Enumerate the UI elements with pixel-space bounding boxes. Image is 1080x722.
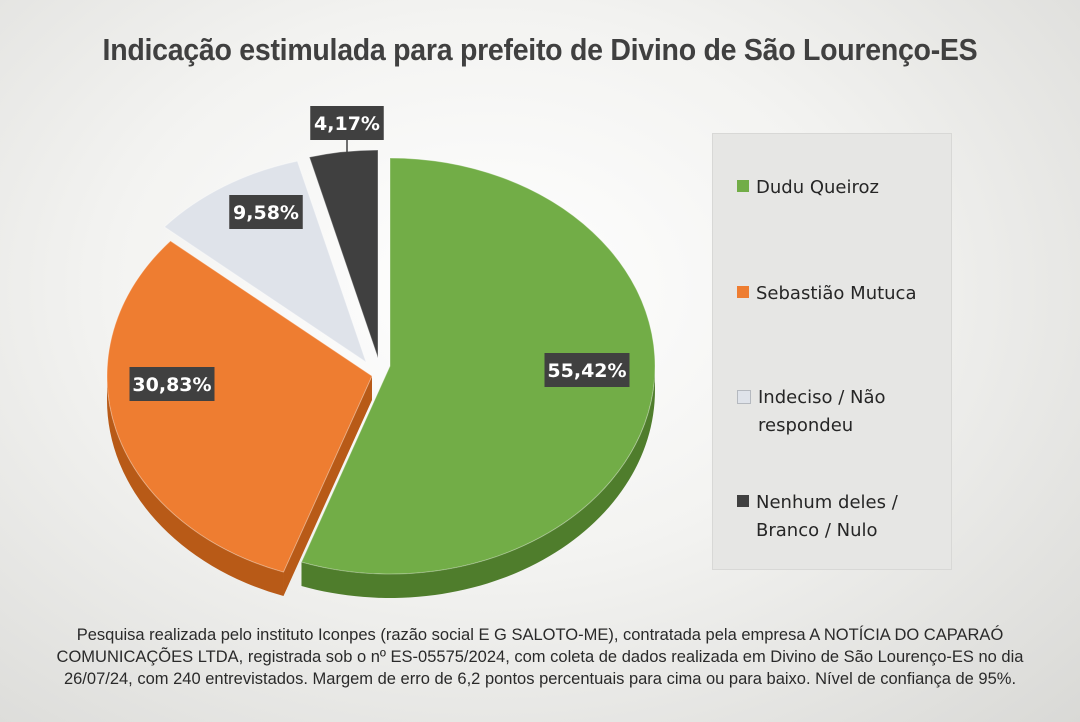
- data-label: 30,83%: [132, 374, 211, 396]
- pie-slice-side: [301, 366, 655, 598]
- pie-slice-side: [107, 376, 284, 597]
- methodology-note: Pesquisa realizada pelo instituto Iconpe…: [40, 624, 1040, 690]
- legend-item-indeciso: Indeciso / Não respondeu: [737, 384, 947, 440]
- pie-slice-3: [163, 160, 367, 364]
- chart-legend: Dudu Queiroz Sebastião Mutuca Indeciso /…: [712, 133, 952, 570]
- data-label-box: [310, 106, 384, 140]
- data-label: 4,17%: [314, 113, 380, 135]
- legend-label: Dudu Queiroz: [756, 177, 879, 198]
- legend-swatch: [737, 495, 749, 507]
- footer-line-1: Pesquisa realizada pelo instituto Iconpe…: [76, 626, 1004, 644]
- pie-slice-1: [300, 157, 656, 575]
- data-label: 9,58%: [233, 202, 299, 224]
- legend-swatch: [737, 286, 749, 298]
- footer-line-2: COMUNICAÇÕES LTDA, registrada sob o nº E…: [56, 648, 1024, 666]
- pie-slice-2: [106, 240, 373, 573]
- legend-item-sebastiao-mutuca: Sebastião Mutuca: [737, 280, 947, 308]
- legend-label: Sebastião Mutuca: [756, 283, 917, 304]
- pie-slice-4: [308, 149, 379, 359]
- chart-title: Indicação estimulada para prefeito de Di…: [102, 32, 978, 67]
- legend-label: Indeciso / Não respondeu: [758, 387, 886, 436]
- legend-label: Nenhum deles / Branco / Nulo: [756, 492, 898, 541]
- legend-item-nenhum-deles: Nenhum deles / Branco / Nulo: [737, 489, 947, 545]
- data-label: 55,42%: [547, 360, 626, 382]
- pie-slice-edge: [283, 376, 372, 597]
- data-label-box: [229, 195, 303, 229]
- legend-swatch: [737, 390, 751, 404]
- footer-line-3: 26/07/24, com 240 entrevistados. Margem …: [63, 670, 1017, 688]
- data-label-box: [544, 353, 630, 387]
- legend-swatch: [737, 180, 749, 192]
- data-label-box: [129, 367, 215, 401]
- legend-item-dudu-queiroz: Dudu Queiroz: [737, 174, 947, 202]
